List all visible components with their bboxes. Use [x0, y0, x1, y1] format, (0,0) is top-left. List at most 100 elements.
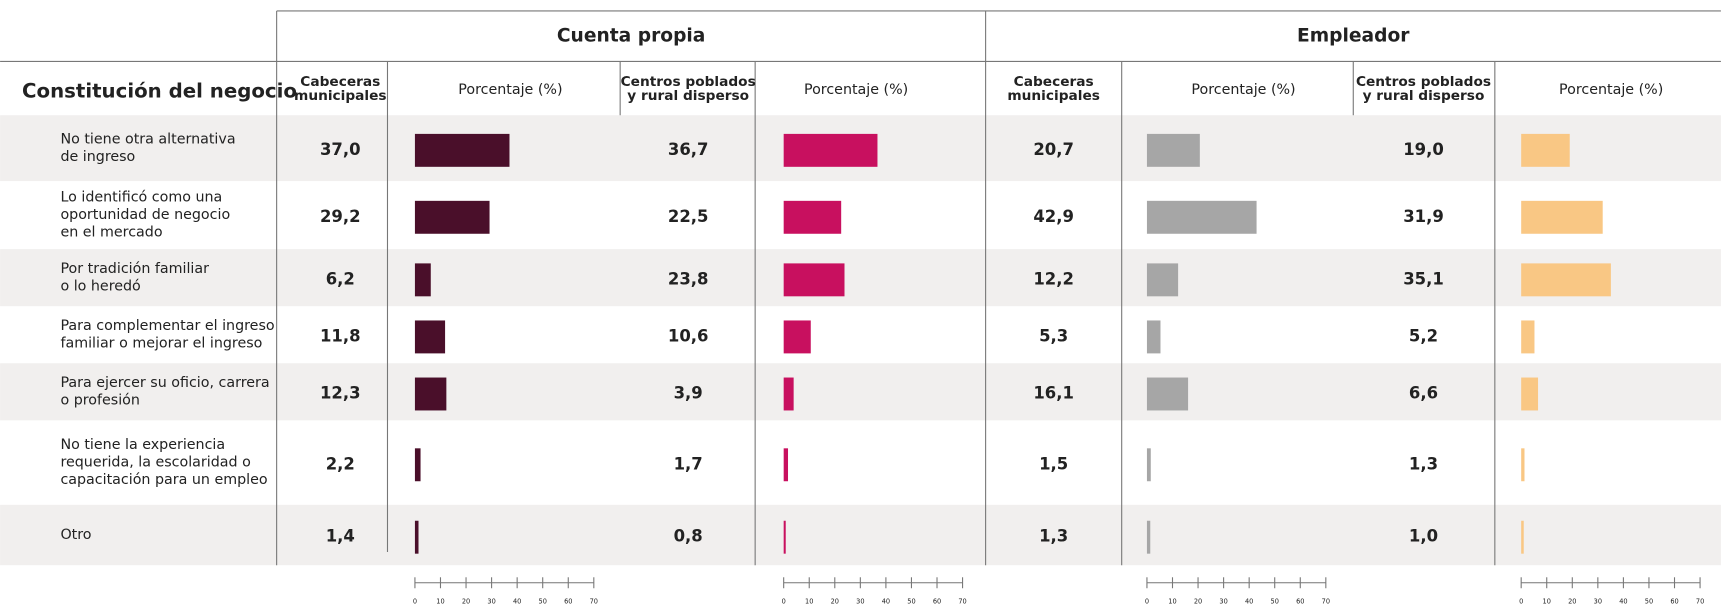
- value-label: 35,1: [1403, 269, 1444, 288]
- column-header-line: Cabeceras: [1014, 74, 1094, 90]
- bar-header: Porcentaje (%): [458, 82, 562, 98]
- value-label: 16,1: [1033, 383, 1074, 402]
- tick-label: 10: [1168, 597, 1176, 605]
- tick-label: 60: [1296, 597, 1304, 605]
- bar: [783, 133, 878, 167]
- value-label: 42,9: [1033, 207, 1074, 226]
- bar: [1521, 520, 1524, 554]
- tick-label: 70: [1696, 597, 1704, 605]
- row-label-line: oportunidad de negocio: [60, 207, 230, 223]
- row-label: Por tradición familiar o lo heredó: [60, 261, 209, 295]
- bar: [1521, 448, 1525, 482]
- value-label: 1,5: [1039, 454, 1068, 473]
- bar: [414, 377, 447, 411]
- value-label: 2,2: [326, 454, 355, 473]
- row-label-line: Otro: [60, 527, 91, 543]
- row-label: Para complementar el ingreso familiar o m…: [60, 318, 274, 352]
- bar: [414, 263, 431, 297]
- tick-label: 70: [590, 597, 598, 605]
- tick-label: 30: [1219, 597, 1227, 605]
- value-label: 22,5: [668, 207, 709, 226]
- value-label: 12,2: [1033, 269, 1074, 288]
- row-label-line: Para complementar el ingreso: [60, 318, 274, 334]
- tick-label: 20: [1194, 597, 1202, 605]
- bar: [1146, 133, 1200, 167]
- bar-header: Porcentaje (%): [1191, 82, 1295, 98]
- column-header-line: y rural disperso: [627, 88, 749, 104]
- value-label: 29,2: [320, 207, 361, 226]
- value-label: 1,3: [1039, 527, 1068, 546]
- bar: [1146, 263, 1179, 297]
- column-header: Cabeceras municipales: [1007, 74, 1100, 104]
- row-background: [0, 249, 1721, 307]
- value-label: 1,4: [326, 527, 355, 546]
- bar: [1521, 200, 1603, 234]
- value-label: 20,7: [1033, 140, 1074, 159]
- column-header: Centros poblados y rural disperso: [1356, 74, 1491, 104]
- bar: [783, 520, 786, 554]
- tick-label: 10: [436, 597, 444, 605]
- value-label: 0,8: [674, 527, 703, 546]
- column-header: Centros poblados y rural disperso: [621, 74, 756, 104]
- bar: [783, 200, 842, 234]
- row-label-line: Para ejercer su oficio, carrera: [60, 375, 269, 391]
- bar-header: Porcentaje (%): [1559, 82, 1663, 98]
- bar: [414, 200, 490, 234]
- tick-label: 50: [907, 597, 915, 605]
- bar: [1146, 448, 1151, 482]
- value-label: 5,3: [1039, 326, 1068, 345]
- tick-label: 30: [1594, 597, 1602, 605]
- tick-label: 0: [1519, 597, 1523, 605]
- row-label: No tiene la experiencia requerida, la esc…: [60, 437, 267, 488]
- bar: [1146, 520, 1151, 554]
- value-label: 37,0: [320, 140, 361, 159]
- value-label: 3,9: [674, 383, 703, 402]
- tick-label: 20: [462, 597, 470, 605]
- tick-label: 10: [805, 597, 813, 605]
- value-label: 23,8: [668, 269, 709, 288]
- bar: [1521, 263, 1611, 297]
- bar: [1146, 200, 1257, 234]
- tick-label: 30: [856, 597, 864, 605]
- bar: [783, 320, 811, 354]
- row-label-line: capacitación para un empleo: [60, 472, 267, 488]
- value-label: 31,9: [1403, 207, 1444, 226]
- tick-label: 70: [958, 597, 966, 605]
- row-label-line: de ingreso: [60, 149, 135, 165]
- row-label-line: requerida, la escolaridad o: [60, 455, 250, 471]
- row-label: Para ejercer su oficio, carrera o profesi…: [60, 375, 269, 409]
- group-header: Cuenta propia: [557, 26, 706, 47]
- tick-label: 60: [564, 597, 572, 605]
- tick-label: 50: [1271, 597, 1279, 605]
- tick-label: 20: [1568, 597, 1576, 605]
- bar: [1521, 133, 1570, 167]
- tick-label: 10: [1543, 597, 1551, 605]
- row-label: Lo identificó como una oportunidad de neg…: [60, 190, 230, 241]
- tick-label: 0: [782, 597, 786, 605]
- tick-label: 50: [1645, 597, 1653, 605]
- tick-label: 60: [1670, 597, 1678, 605]
- value-label: 6,6: [1409, 383, 1438, 402]
- tick-label: 70: [1322, 597, 1330, 605]
- value-label: 6,2: [326, 269, 355, 288]
- column-header-line: municipales: [294, 88, 387, 104]
- bar: [1146, 377, 1189, 411]
- column-header: Cabeceras municipales: [294, 74, 387, 104]
- bar: [783, 448, 789, 482]
- row-label-line: Por tradición familiar: [60, 261, 209, 277]
- value-label: 11,8: [320, 326, 361, 345]
- row-label: Otro: [60, 527, 91, 543]
- group-header: Empleador: [1297, 26, 1410, 47]
- tick-label: 30: [487, 597, 495, 605]
- row-label-line: o lo heredó: [60, 278, 140, 294]
- tick-label: 40: [1619, 597, 1627, 605]
- bar: [414, 448, 421, 482]
- row-label-line: No tiene otra alternativa: [60, 131, 235, 147]
- bar: [414, 520, 419, 554]
- bar: [1521, 320, 1535, 354]
- value-label: 1,0: [1409, 527, 1438, 546]
- column-header-line: Centros poblados: [1356, 74, 1491, 90]
- tick-label: 40: [513, 597, 521, 605]
- bar: [783, 263, 845, 297]
